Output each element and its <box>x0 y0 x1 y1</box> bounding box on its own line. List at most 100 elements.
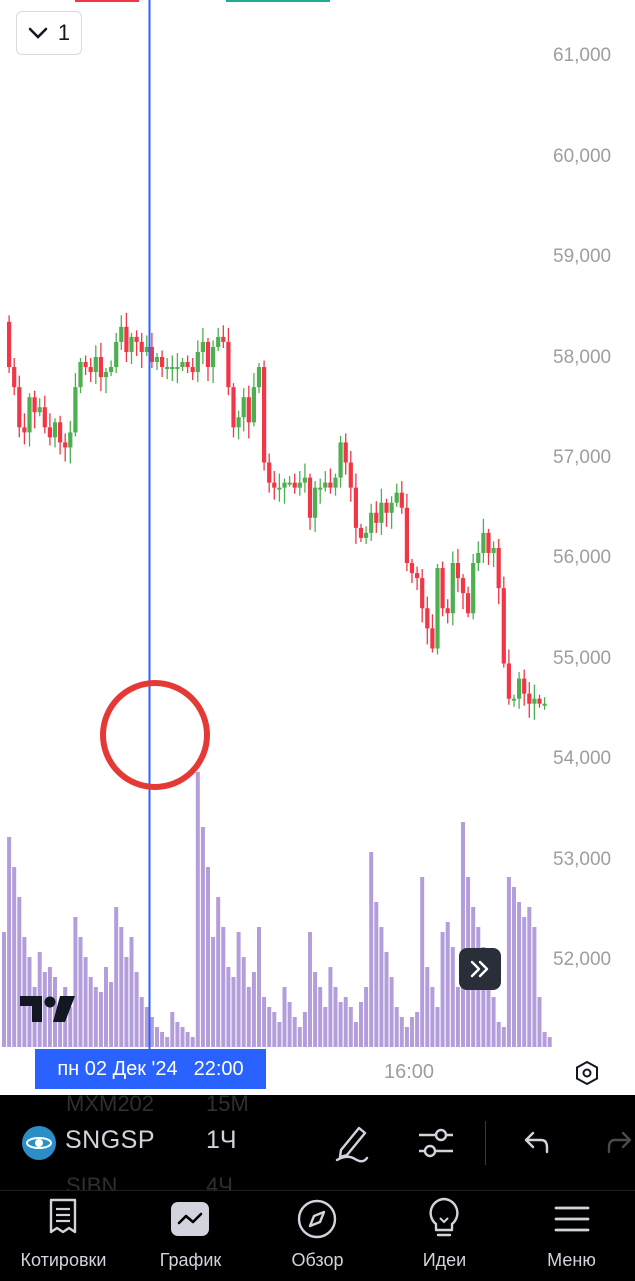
volume-bars <box>2 772 552 1047</box>
crosshair-date: пн 02 Дек '24 <box>57 1057 178 1080</box>
ghost-interval: 15М <box>206 1091 249 1116</box>
symbol-search-button[interactable]: SNGSP <box>65 1126 156 1154</box>
price-label: 54,000 <box>553 748 612 769</box>
candle-body <box>399 492 404 508</box>
candlesticks <box>7 312 547 720</box>
candle-body <box>409 563 415 574</box>
chart-settings-icon[interactable] <box>574 1060 600 1086</box>
candle-body <box>7 321 12 368</box>
candle-body <box>216 336 221 347</box>
volume-bar <box>53 977 57 1047</box>
nav-item-chart[interactable]: График <box>127 1190 254 1280</box>
candle-body <box>450 563 455 614</box>
candle-body <box>134 336 139 342</box>
volume-bar <box>359 1002 363 1047</box>
candle-body <box>200 341 205 352</box>
volume-bar <box>542 1032 547 1047</box>
annotation-circle <box>100 680 210 790</box>
price-label: 55,000 <box>553 648 612 669</box>
volume-bar <box>486 967 491 1047</box>
volume-bar <box>68 1007 73 1047</box>
candle-body <box>476 552 481 564</box>
candle-body <box>364 532 369 538</box>
volume-bar <box>547 1037 552 1047</box>
candle-body <box>241 397 246 418</box>
indicators-icon[interactable] <box>416 1120 456 1164</box>
candle-body <box>226 341 231 388</box>
volume-bar <box>257 927 261 1047</box>
volume-bar <box>83 957 88 1047</box>
candle-body <box>440 568 445 609</box>
volume-bar <box>292 1017 297 1047</box>
candle-body <box>323 482 328 488</box>
volume-bar <box>394 1007 399 1047</box>
candle-body <box>486 532 491 553</box>
price-label: 53,000 <box>553 849 612 870</box>
price-label: 61,000 <box>553 45 612 66</box>
volume-bar <box>328 967 333 1047</box>
candle-body <box>511 698 517 701</box>
price-chart[interactable] <box>0 0 635 1095</box>
nav-item-ideas[interactable]: Идеи <box>381 1190 508 1280</box>
volume-bar <box>211 937 216 1047</box>
volume-bar <box>445 922 450 1047</box>
interval-selector[interactable]: 1 <box>16 11 82 55</box>
nav-item-menu[interactable]: Меню <box>508 1190 635 1280</box>
candle-body <box>47 427 52 438</box>
quotes-list-icon <box>49 1198 77 1234</box>
candle-body <box>114 341 119 368</box>
interval-button[interactable]: 1Ч <box>206 1126 237 1154</box>
nav-label: График <box>159 1250 222 1270</box>
redo-icon[interactable] <box>605 1120 635 1164</box>
volume-bar <box>175 1022 180 1047</box>
candle-body <box>22 427 27 433</box>
volume-bar <box>496 1022 501 1047</box>
candle-body <box>404 507 409 564</box>
volume-bar <box>195 772 200 1047</box>
candle-body <box>180 362 185 368</box>
volume-bar <box>58 1002 63 1047</box>
candle-body <box>532 698 537 704</box>
candle-body <box>420 578 425 609</box>
candle-body <box>221 336 226 342</box>
candle-body <box>445 608 450 614</box>
candle-body <box>369 512 374 533</box>
undo-icon[interactable] <box>521 1120 551 1164</box>
volume-bar <box>144 1007 149 1047</box>
volume-bar <box>517 902 522 1047</box>
candle-body <box>297 482 302 488</box>
volume-bar <box>379 927 384 1047</box>
volume-bar <box>302 1012 307 1047</box>
volume-bar <box>333 987 338 1047</box>
candle-body <box>139 341 144 352</box>
volume-bar <box>160 1032 165 1047</box>
volume-bar <box>527 907 532 1047</box>
candle-body <box>481 532 486 553</box>
candle-body <box>287 482 292 485</box>
chart-area[interactable]: 1 61,000 60,000 59,000 58,000 57,000 56,… <box>0 0 635 1095</box>
candle-body <box>236 417 241 428</box>
double-chevron-right-icon <box>470 960 489 978</box>
candle-body <box>496 547 501 589</box>
candle-body <box>542 703 547 706</box>
candle-body <box>170 367 175 370</box>
volume-bar <box>491 997 496 1047</box>
volume-bar <box>88 977 93 1047</box>
volume-bar <box>246 987 251 1047</box>
volume-bar <box>374 902 379 1047</box>
symbol-logo-icon[interactable] <box>22 1126 56 1160</box>
volume-bar <box>501 1027 506 1047</box>
volume-bar <box>134 972 139 1047</box>
volume-bar <box>343 997 348 1047</box>
volume-bar <box>185 1032 190 1047</box>
nav-label: Меню <box>547 1250 596 1270</box>
volume-bar <box>282 987 287 1047</box>
volume-bar <box>119 927 124 1047</box>
volume-bar <box>348 1007 353 1047</box>
nav-item-overview[interactable]: Обзор <box>254 1190 381 1280</box>
crosshair-date-badge: пн 02 Дек '24 22:00 <box>35 1049 266 1089</box>
pencil-icon[interactable] <box>333 1120 371 1164</box>
scroll-to-realtime-button[interactable] <box>459 948 501 990</box>
nav-item-quotes[interactable]: Котировки <box>0 1190 127 1280</box>
candle-body <box>63 442 68 448</box>
